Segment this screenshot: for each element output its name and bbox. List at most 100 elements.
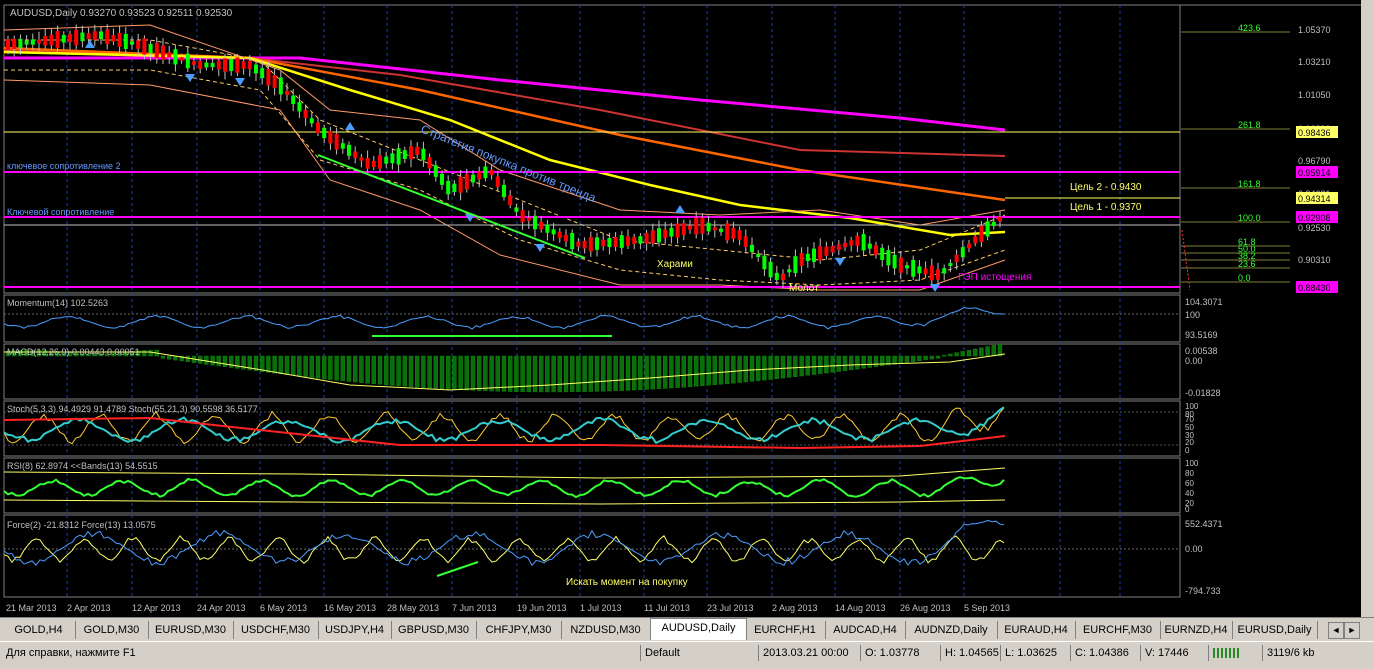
chart-tab-audnzd-daily[interactable]: AUDNZD,Daily: [905, 621, 998, 639]
bear-candle: [68, 34, 72, 43]
bear-candle: [86, 33, 91, 40]
macd-bar: [49, 350, 54, 357]
chart-tab-usdjpy-h4[interactable]: USDJPY,H4: [318, 621, 392, 639]
macd-bar: [117, 352, 122, 357]
macd-bar: [904, 355, 910, 363]
status-help: Для справки, нажмите F1: [6, 647, 136, 659]
bear-candle: [247, 60, 252, 70]
fractal-markers: [85, 40, 940, 292]
bear-candle: [316, 122, 320, 133]
macd-bar: [749, 355, 755, 382]
bear-candle: [55, 31, 60, 48]
macd-bar: [923, 355, 928, 361]
chart-tab-eurnzd-h4[interactable]: EURNZD,H4: [1160, 621, 1233, 639]
bull-candle: [880, 247, 885, 260]
momentum-scale-mid: 100: [1185, 310, 1200, 320]
bull-candle: [297, 102, 302, 112]
macd-bar: [799, 355, 804, 377]
macd-bar: [514, 355, 519, 392]
macd-bar: [737, 355, 742, 383]
date-axis-label: 21 Mar 2013: [6, 603, 57, 613]
macd-bar: [204, 355, 209, 365]
macd-histogram: [5, 343, 1003, 393]
support-trendline: [317, 154, 586, 259]
price-chart-canvas[interactable]: AUDUSD,Daily 0.93270 0.93523 0.92511 0.9…: [0, 0, 1361, 617]
bear-candle: [508, 195, 513, 206]
bear-candle: [898, 257, 903, 273]
bear-candle: [564, 234, 568, 242]
macd-bar: [458, 355, 463, 391]
macd-bar: [607, 355, 612, 392]
macd-bar: [135, 350, 141, 357]
macd-bar: [384, 355, 389, 386]
bear-candle: [92, 31, 97, 40]
bear-candle: [818, 246, 823, 261]
force-2-line: [3, 535, 1005, 564]
bear-candle: [167, 52, 172, 58]
macd-bar: [179, 355, 184, 362]
bull-candle: [185, 53, 190, 69]
chart-tab-gbpusd-m30[interactable]: GBPUSD,M30: [391, 621, 477, 639]
bear-candle: [644, 233, 649, 244]
tab-scroll-right-icon[interactable]: ►: [1344, 622, 1360, 639]
chart-tab-eurchf-h1[interactable]: EURCHF,H1: [745, 621, 826, 639]
macd-bar: [477, 355, 482, 391]
macd-bar: [632, 355, 637, 391]
tab-scroll-left-icon[interactable]: ◄: [1328, 622, 1344, 639]
bull-candle: [756, 253, 761, 258]
macd-bar: [303, 355, 308, 378]
bear-candle: [353, 151, 358, 158]
status-high: H: 1.04565: [940, 645, 1017, 661]
macd-bar: [545, 355, 550, 393]
macd-bar: [489, 355, 494, 392]
macd-bar: [340, 355, 345, 382]
macd-bar: [402, 355, 407, 387]
bull-candle: [619, 235, 624, 248]
chart-tab-chfjpy-m30[interactable]: CHFJPY,M30: [476, 621, 562, 639]
envelope-lower: [4, 69, 1006, 286]
bear-candle: [371, 160, 376, 167]
stoch-scale-label: 0: [1185, 446, 1190, 455]
bull-candle: [669, 227, 674, 237]
force-scale-high: 552.4371: [1185, 519, 1223, 529]
bull-candle: [657, 228, 661, 243]
macd-bar: [997, 343, 1003, 357]
chart-tab-nzdusd-m30[interactable]: NZDUSD,M30: [561, 621, 651, 639]
fib-level-label: 23.6: [1238, 259, 1256, 269]
macd-bar: [731, 355, 736, 384]
bear-candle: [105, 29, 110, 45]
stoch-scale-label: 30: [1185, 431, 1194, 440]
macd-bar: [334, 355, 339, 381]
chart-tab-usdchf-m30[interactable]: USDCHF,M30: [233, 621, 319, 639]
chart-tab-euraud-h4[interactable]: EURAUD,H4: [997, 621, 1076, 639]
chart-tab-audcad-h4[interactable]: AUDCAD,H4: [825, 621, 906, 639]
macd-bar: [315, 355, 321, 379]
ma-brown-100: [3, 49, 1006, 157]
chart-tab-gold-m30[interactable]: GOLD,M30: [75, 621, 149, 639]
bull-candle: [942, 268, 947, 274]
fractal-down-marker: [465, 214, 475, 222]
vertical-scrollbar[interactable]: [1361, 0, 1374, 617]
bear-candle: [588, 236, 593, 252]
annotation-resistance-1: Ключевой сопротивление: [7, 207, 114, 217]
chart-tab-eurusd-daily[interactable]: EURUSD,Daily: [1232, 621, 1318, 639]
chart-tab-gold-h4[interactable]: GOLD,H4: [2, 621, 76, 639]
fib-level-label: 423.6: [1238, 23, 1261, 33]
status-profile[interactable]: Default: [640, 645, 755, 661]
chart-tab-eurchf-m30[interactable]: EURCHF,M30: [1075, 621, 1161, 639]
bull-candle: [260, 68, 265, 79]
bull-candle: [570, 232, 575, 250]
chart-tab-eurusd-m30[interactable]: EURUSD,M30: [148, 621, 234, 639]
macd-bar: [508, 355, 513, 392]
rsi-panel: RSI(8) 62.8974 <<Bands(13) 54.5515 10080…: [3, 459, 1199, 514]
price-tags: 0.98436 0.95914 0.94314 0.92908 0.88430: [1296, 126, 1338, 293]
macd-bar: [222, 355, 228, 367]
bull-candle: [254, 64, 258, 74]
chart-tab-audusd-daily[interactable]: AUDUSD,Daily: [650, 618, 747, 640]
chart-window[interactable]: AUDUSD,Daily 0.93270 0.93523 0.92511 0.9…: [0, 0, 1374, 617]
macd-bar: [532, 355, 538, 393]
stoch-scale-label: 80: [1185, 410, 1194, 419]
bear-candle: [601, 239, 606, 247]
date-axis-label: 16 May 2013: [324, 603, 376, 613]
price-tag-label: 0.95914: [1298, 168, 1331, 178]
